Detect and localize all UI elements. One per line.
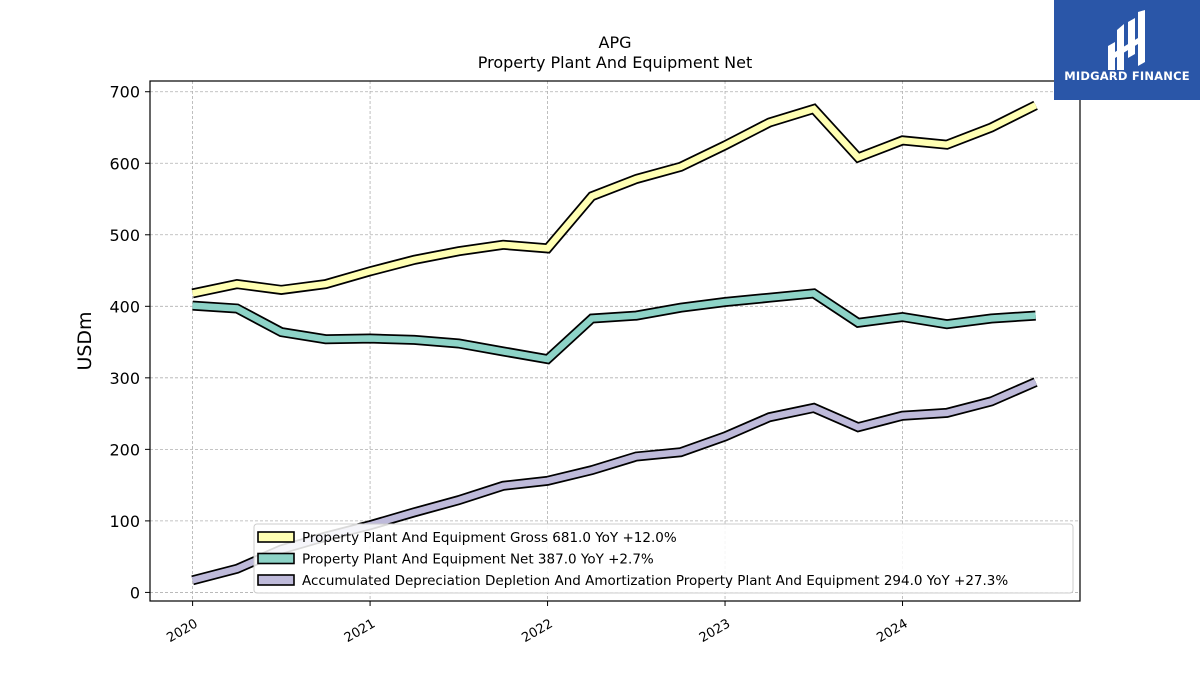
data-point bbox=[724, 144, 726, 146]
data-point bbox=[458, 499, 460, 501]
data-point bbox=[857, 157, 859, 158]
data-point bbox=[369, 338, 371, 339]
data-point bbox=[768, 416, 770, 418]
x-tick-label: 2023 bbox=[697, 616, 733, 646]
data-point bbox=[813, 407, 815, 409]
series-1 bbox=[191, 100, 1038, 299]
data-point bbox=[591, 469, 593, 471]
series-line-outline bbox=[191, 100, 1038, 299]
series-line-outline bbox=[192, 288, 1036, 365]
legend: Property Plant And Equipment Gross 681.0… bbox=[253, 523, 1074, 594]
y-tick-label: 200 bbox=[109, 440, 140, 459]
data-point bbox=[591, 195, 593, 197]
logo-text: MIDGARD FINANCE bbox=[1064, 69, 1190, 83]
data-point bbox=[635, 178, 637, 180]
data-point bbox=[857, 426, 859, 428]
series-2 bbox=[192, 288, 1037, 365]
legend-swatch bbox=[257, 574, 295, 586]
grid-layer bbox=[150, 81, 1080, 601]
y-tick-label: 300 bbox=[109, 369, 140, 388]
data-point bbox=[458, 250, 460, 252]
data-point bbox=[902, 139, 903, 141]
data-point bbox=[946, 412, 948, 414]
data-point bbox=[990, 400, 992, 402]
data-point bbox=[902, 415, 903, 417]
data-point bbox=[280, 289, 282, 291]
legend-box bbox=[253, 523, 1074, 594]
y-tick-label: 0 bbox=[130, 583, 140, 602]
x-tick-label: 2021 bbox=[342, 616, 378, 646]
chart-subtitle: Property Plant And Equipment Net bbox=[478, 53, 753, 72]
data-point bbox=[192, 292, 194, 294]
data-point bbox=[547, 358, 549, 360]
data-point bbox=[768, 122, 770, 123]
data-point bbox=[280, 331, 282, 333]
data-point bbox=[591, 318, 593, 319]
data-point bbox=[547, 247, 549, 249]
y-axis-label: USDm bbox=[74, 311, 96, 370]
data-point bbox=[990, 127, 992, 128]
y-tick-label: 500 bbox=[109, 226, 140, 245]
legend-label: Property Plant And Equipment Gross 681.0… bbox=[302, 530, 677, 546]
data-point bbox=[768, 297, 770, 299]
data-point bbox=[635, 315, 637, 317]
data-point bbox=[1035, 104, 1037, 106]
y-tick-label: 400 bbox=[109, 297, 140, 316]
series-layer bbox=[191, 100, 1038, 586]
data-point bbox=[1035, 381, 1037, 383]
data-point bbox=[413, 259, 415, 261]
data-point bbox=[325, 338, 327, 340]
data-point bbox=[547, 480, 549, 482]
data-point bbox=[680, 307, 682, 309]
data-point bbox=[236, 568, 238, 570]
data-point bbox=[502, 485, 504, 487]
legend-swatch bbox=[257, 531, 295, 543]
x-tick-label: 2020 bbox=[164, 616, 200, 646]
x-tick-label: 2022 bbox=[519, 616, 555, 646]
data-point bbox=[458, 343, 460, 344]
y-tick-label: 700 bbox=[109, 83, 140, 102]
x-axis: 2020 2021 2022 2023 2024 bbox=[164, 601, 911, 646]
data-point bbox=[813, 108, 815, 110]
midgard-finance-logo: MIDGARD FINANCE bbox=[1054, 0, 1200, 100]
data-point bbox=[946, 323, 948, 325]
legend-swatch bbox=[257, 552, 295, 565]
y-tick-label: 600 bbox=[109, 154, 140, 173]
y-axis: 0 100 200 300 400 500 600 700 bbox=[109, 83, 150, 602]
data-point bbox=[680, 451, 682, 453]
data-point bbox=[990, 318, 992, 319]
data-point bbox=[946, 144, 948, 146]
data-point bbox=[192, 305, 194, 307]
x-tick-label: 2024 bbox=[874, 616, 910, 646]
series-line bbox=[192, 290, 1036, 363]
series-line bbox=[191, 102, 1038, 297]
data-point bbox=[236, 283, 238, 285]
midgard-mark-icon bbox=[1108, 10, 1145, 70]
data-point bbox=[1035, 315, 1037, 317]
y-tick-label: 100 bbox=[109, 512, 140, 531]
legend-label: Accumulated Depreciation Depletion And A… bbox=[302, 573, 1008, 589]
data-point bbox=[813, 292, 815, 294]
data-point bbox=[724, 436, 726, 437]
data-point bbox=[502, 350, 504, 352]
data-point bbox=[724, 301, 726, 303]
data-point bbox=[502, 244, 504, 246]
plot-frame bbox=[149, 80, 1081, 602]
data-point bbox=[413, 339, 415, 341]
legend-label: Property Plant And Equipment Net 387.0 Y… bbox=[302, 552, 654, 568]
data-point bbox=[413, 511, 415, 513]
data-point bbox=[192, 579, 194, 581]
data-point bbox=[680, 166, 682, 168]
data-point bbox=[369, 270, 371, 272]
data-point bbox=[236, 308, 238, 309]
data-point bbox=[902, 316, 903, 318]
data-point bbox=[857, 322, 859, 324]
data-point bbox=[635, 456, 637, 457]
data-point bbox=[325, 283, 327, 285]
chart-title: APG bbox=[599, 33, 632, 52]
